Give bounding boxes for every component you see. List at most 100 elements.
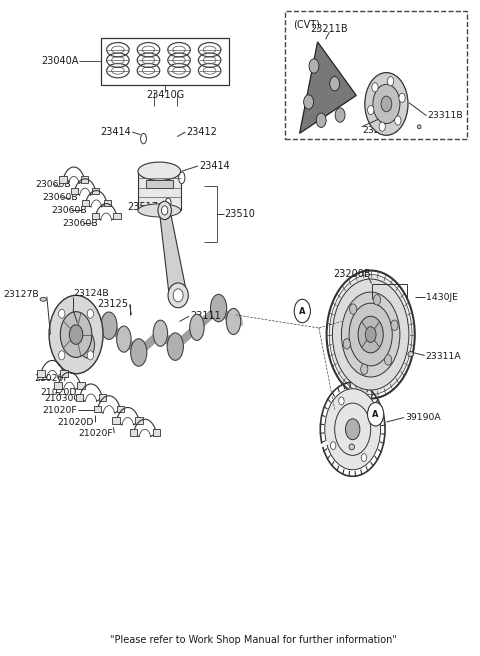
Bar [82, 200, 89, 206]
Circle shape [384, 355, 392, 365]
Text: 23414: 23414 [199, 161, 229, 171]
Circle shape [87, 309, 94, 318]
Ellipse shape [168, 283, 188, 308]
Circle shape [379, 122, 385, 131]
Ellipse shape [226, 308, 240, 335]
Text: 21020F: 21020F [34, 375, 69, 384]
Ellipse shape [167, 333, 183, 360]
Ellipse shape [179, 172, 185, 184]
Text: 23517: 23517 [127, 201, 158, 211]
Bar [130, 429, 137, 436]
Text: 23510: 23510 [225, 209, 255, 219]
Text: 21020D: 21020D [40, 388, 76, 396]
Circle shape [331, 441, 336, 449]
Ellipse shape [153, 320, 168, 346]
Circle shape [349, 304, 357, 314]
Circle shape [368, 106, 374, 115]
Ellipse shape [117, 326, 131, 352]
Ellipse shape [211, 295, 227, 322]
Circle shape [361, 453, 367, 461]
Bar [146, 180, 173, 188]
Circle shape [370, 409, 375, 417]
Text: 23127B: 23127B [3, 289, 39, 298]
Circle shape [69, 325, 83, 344]
Circle shape [59, 351, 65, 360]
Ellipse shape [80, 332, 95, 358]
Ellipse shape [161, 206, 168, 215]
Polygon shape [159, 211, 187, 295]
Circle shape [294, 299, 311, 323]
Text: 23125: 23125 [98, 300, 129, 310]
Text: 23311A: 23311A [426, 352, 461, 361]
Bar [101, 38, 229, 85]
Bar [94, 405, 101, 413]
Circle shape [309, 59, 319, 73]
Circle shape [381, 96, 392, 112]
Ellipse shape [138, 162, 180, 180]
Bar [81, 176, 88, 183]
Circle shape [360, 364, 368, 375]
Circle shape [325, 389, 381, 470]
Circle shape [59, 309, 65, 318]
Text: 39190A: 39190A [405, 413, 441, 422]
Circle shape [341, 292, 400, 377]
Bar [153, 429, 160, 436]
Text: 23060B: 23060B [36, 180, 71, 189]
Circle shape [358, 316, 383, 353]
Bar [113, 213, 120, 219]
Text: 23060B: 23060B [42, 193, 78, 202]
Text: 1430JE: 1430JE [426, 293, 457, 302]
Bar [92, 213, 99, 219]
Ellipse shape [418, 125, 421, 129]
Text: A: A [372, 410, 379, 419]
Text: 23226B: 23226B [362, 125, 398, 134]
Circle shape [87, 351, 94, 360]
Bar [112, 417, 120, 424]
Text: "Please refer to Work Shop Manual for further information": "Please refer to Work Shop Manual for fu… [110, 635, 397, 646]
Ellipse shape [173, 289, 183, 302]
Text: 21030C: 21030C [45, 394, 81, 403]
Circle shape [349, 303, 392, 366]
Bar [37, 371, 45, 377]
Text: 21020F: 21020F [79, 428, 113, 438]
Ellipse shape [158, 201, 171, 220]
Ellipse shape [408, 352, 413, 357]
Text: (CVT): (CVT) [293, 19, 320, 29]
Text: 23111: 23111 [190, 311, 221, 321]
Text: 23060B: 23060B [62, 219, 98, 228]
Bar [135, 417, 143, 424]
Text: 23211B: 23211B [311, 24, 348, 34]
Bar [117, 405, 124, 413]
Polygon shape [300, 42, 356, 133]
Ellipse shape [141, 133, 146, 144]
Bar [138, 173, 180, 211]
Bar [104, 200, 111, 206]
Text: 23414: 23414 [101, 127, 132, 137]
Circle shape [368, 403, 384, 426]
Text: 21020F: 21020F [43, 406, 77, 415]
Circle shape [49, 295, 103, 374]
Bar [98, 394, 106, 401]
Text: 23311B: 23311B [427, 112, 463, 120]
Bar [77, 382, 84, 389]
Circle shape [329, 274, 412, 395]
Circle shape [395, 116, 401, 125]
Ellipse shape [101, 312, 117, 339]
Bar [285, 11, 468, 138]
Text: 23040A: 23040A [41, 56, 78, 66]
Circle shape [391, 320, 398, 331]
Ellipse shape [166, 198, 171, 207]
Circle shape [333, 279, 409, 390]
Text: 23412: 23412 [186, 127, 217, 137]
Text: 23410G: 23410G [146, 91, 184, 100]
Text: 21020D: 21020D [58, 418, 94, 426]
Bar [60, 371, 68, 377]
Bar [71, 188, 78, 194]
Circle shape [387, 77, 394, 86]
Bar [54, 382, 61, 389]
Circle shape [335, 108, 345, 122]
Circle shape [60, 312, 92, 358]
Circle shape [399, 93, 405, 102]
Circle shape [304, 95, 313, 109]
Ellipse shape [349, 444, 354, 450]
